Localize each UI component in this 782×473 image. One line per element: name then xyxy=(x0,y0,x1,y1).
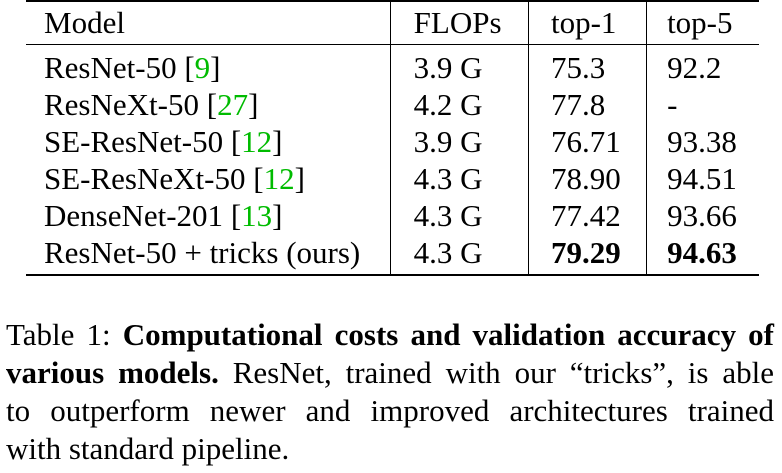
results-table-container: Model FLOPs top-1 top-5 ResNet-50 [9] 3.… xyxy=(26,0,759,276)
model-name: ResNeXt-50 xyxy=(44,87,199,122)
cell-top1: 77.42 xyxy=(527,197,647,234)
table-row: SE-ResNet-50 [12] 3.9 G 76.71 93.38 xyxy=(26,123,759,160)
table-caption: Table 1: Computational costs and validat… xyxy=(6,316,774,468)
cell-flops: 4.3 G xyxy=(389,160,529,197)
cell-top1: 77.8 xyxy=(527,86,647,123)
cell-model: ResNet-50 [9] xyxy=(26,44,391,86)
caption-bold-title: Computational costs and validation accur… xyxy=(122,317,774,352)
model-name: DenseNet-201 xyxy=(44,198,224,233)
cell-model: SE-ResNeXt-50 [12] xyxy=(44,161,305,196)
model-name: ResNet-50 xyxy=(44,50,177,85)
cell-flops: 4.2 G xyxy=(389,86,529,123)
cell-top5: 93.38 xyxy=(646,123,759,160)
header-top5: top-5 xyxy=(646,0,759,45)
table-header-row: Model FLOPs top-1 top-5 xyxy=(26,0,759,45)
citation-link[interactable]: 27 xyxy=(217,87,249,122)
cell-top1: 76.71 xyxy=(527,123,647,160)
results-table: Model FLOPs top-1 top-5 ResNet-50 [9] 3.… xyxy=(26,0,759,276)
cell-model: ResNeXt-50 [27] xyxy=(44,87,259,122)
cell-flops: 4.3 G xyxy=(389,197,529,234)
caption-line: to outperform newer and improved archite… xyxy=(6,393,774,428)
header-top1: top-1 xyxy=(527,0,647,45)
table-row: DenseNet-201 [13] 4.3 G 77.42 93.66 xyxy=(26,197,759,234)
cell-top5: 93.66 xyxy=(646,197,759,234)
caption-line: various models. ResNet, trained with our… xyxy=(6,354,774,392)
cell-model: ResNet-50 + tricks (ours) xyxy=(26,234,391,276)
model-name: SE-ResNeXt-50 xyxy=(44,161,246,196)
cell-top5: 92.2 xyxy=(646,44,759,86)
cell-top5: 94.51 xyxy=(646,160,759,197)
citation-link[interactable]: 9 xyxy=(194,50,211,85)
cell-top5-best: 94.63 xyxy=(646,234,759,276)
table-row: SE-ResNeXt-50 [12] 4.3 G 78.90 94.51 xyxy=(26,160,759,197)
cell-flops: 4.3 G xyxy=(389,234,529,276)
table-row: ResNet-50 + tricks (ours) 4.3 G 79.29 94… xyxy=(26,234,759,276)
cell-top1-best: 79.29 xyxy=(527,234,647,276)
cell-model: DenseNet-201 [13] xyxy=(44,198,283,233)
caption-bold-title-end: various models. xyxy=(6,355,219,390)
cell-flops: 3.9 G xyxy=(389,44,529,86)
cell-model: SE-ResNet-50 [12] xyxy=(44,124,283,159)
model-name: ResNet-50 + tricks (ours) xyxy=(44,235,361,270)
cell-top5: - xyxy=(646,86,759,123)
cell-flops: 3.9 G xyxy=(389,123,529,160)
citation-link[interactable]: 13 xyxy=(241,198,273,233)
citation-link[interactable]: 12 xyxy=(263,161,295,196)
caption-label: Table 1: xyxy=(6,317,111,352)
model-name: SE-ResNet-50 xyxy=(44,124,224,159)
caption-text: ResNet, trained with our “tricks”, is ab… xyxy=(232,355,775,390)
caption-line: Table 1: Computational costs and validat… xyxy=(6,316,774,354)
header-flops: FLOPs xyxy=(389,0,529,45)
header-model: Model xyxy=(26,0,391,45)
table-row: ResNeXt-50 [27] 4.2 G 77.8 - xyxy=(26,86,759,123)
cell-top1: 78.90 xyxy=(527,160,647,197)
table-row: ResNet-50 [9] 3.9 G 75.3 92.2 xyxy=(26,44,759,86)
citation-link[interactable]: 12 xyxy=(241,124,273,159)
caption-line: with standard pipeline. xyxy=(6,431,290,466)
cell-top1: 75.3 xyxy=(527,44,647,86)
